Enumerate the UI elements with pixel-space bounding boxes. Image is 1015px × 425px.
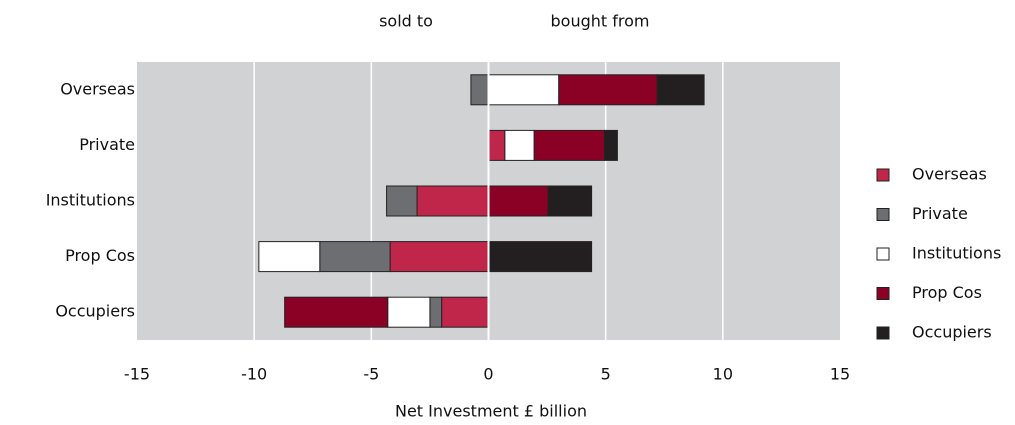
legend-label: Occupiers — [912, 323, 992, 342]
y-tick-label: Private — [79, 135, 135, 154]
bar-segment — [470, 74, 489, 106]
bar-segment — [533, 129, 605, 161]
annotation: sold to — [379, 12, 433, 31]
bar-segment — [488, 74, 560, 106]
x-tick-label: 15 — [830, 365, 850, 384]
x-tick-label: 5 — [601, 365, 611, 384]
bar-segment — [603, 129, 618, 161]
bar-segment — [319, 241, 391, 273]
bar-segment — [488, 185, 549, 217]
bar-segment — [389, 241, 489, 273]
x-tick-label: 10 — [713, 365, 733, 384]
y-tick-label: Occupiers — [55, 302, 135, 321]
legend-swatch — [876, 247, 890, 261]
bar-segment — [488, 129, 506, 161]
legend-swatch — [876, 168, 890, 182]
legend-label: Private — [912, 204, 968, 223]
x-axis-label: Net Investment £ billion — [395, 402, 587, 421]
legend-swatch — [876, 208, 890, 221]
y-tick-label: Prop Cos — [65, 246, 135, 265]
bar-segment — [656, 74, 705, 106]
legend-label: Overseas — [912, 165, 987, 184]
x-tick-label: -15 — [124, 365, 150, 384]
legend-label: Prop Cos — [912, 283, 982, 302]
legend-swatch — [876, 326, 890, 340]
bar-segment — [387, 296, 431, 328]
bar-segment — [386, 185, 418, 217]
x-tick-label: 0 — [483, 365, 493, 384]
bar-segment — [284, 296, 389, 328]
y-tick-label: Institutions — [46, 191, 135, 210]
bar-segment — [429, 296, 443, 328]
legend-label: Institutions — [912, 244, 1001, 263]
x-tick-label: -10 — [241, 365, 267, 384]
bar-segment — [504, 129, 535, 161]
bar-segment — [258, 241, 321, 273]
bar-segment — [416, 185, 489, 217]
bar-segment — [547, 185, 593, 217]
bar-segment — [441, 296, 489, 328]
x-tick-label: -5 — [363, 365, 379, 384]
bar-segment — [558, 74, 658, 106]
legend-swatch — [876, 287, 890, 300]
bar-segment — [488, 241, 593, 273]
y-tick-label: Overseas — [60, 79, 135, 98]
annotation: bought from — [551, 12, 650, 31]
